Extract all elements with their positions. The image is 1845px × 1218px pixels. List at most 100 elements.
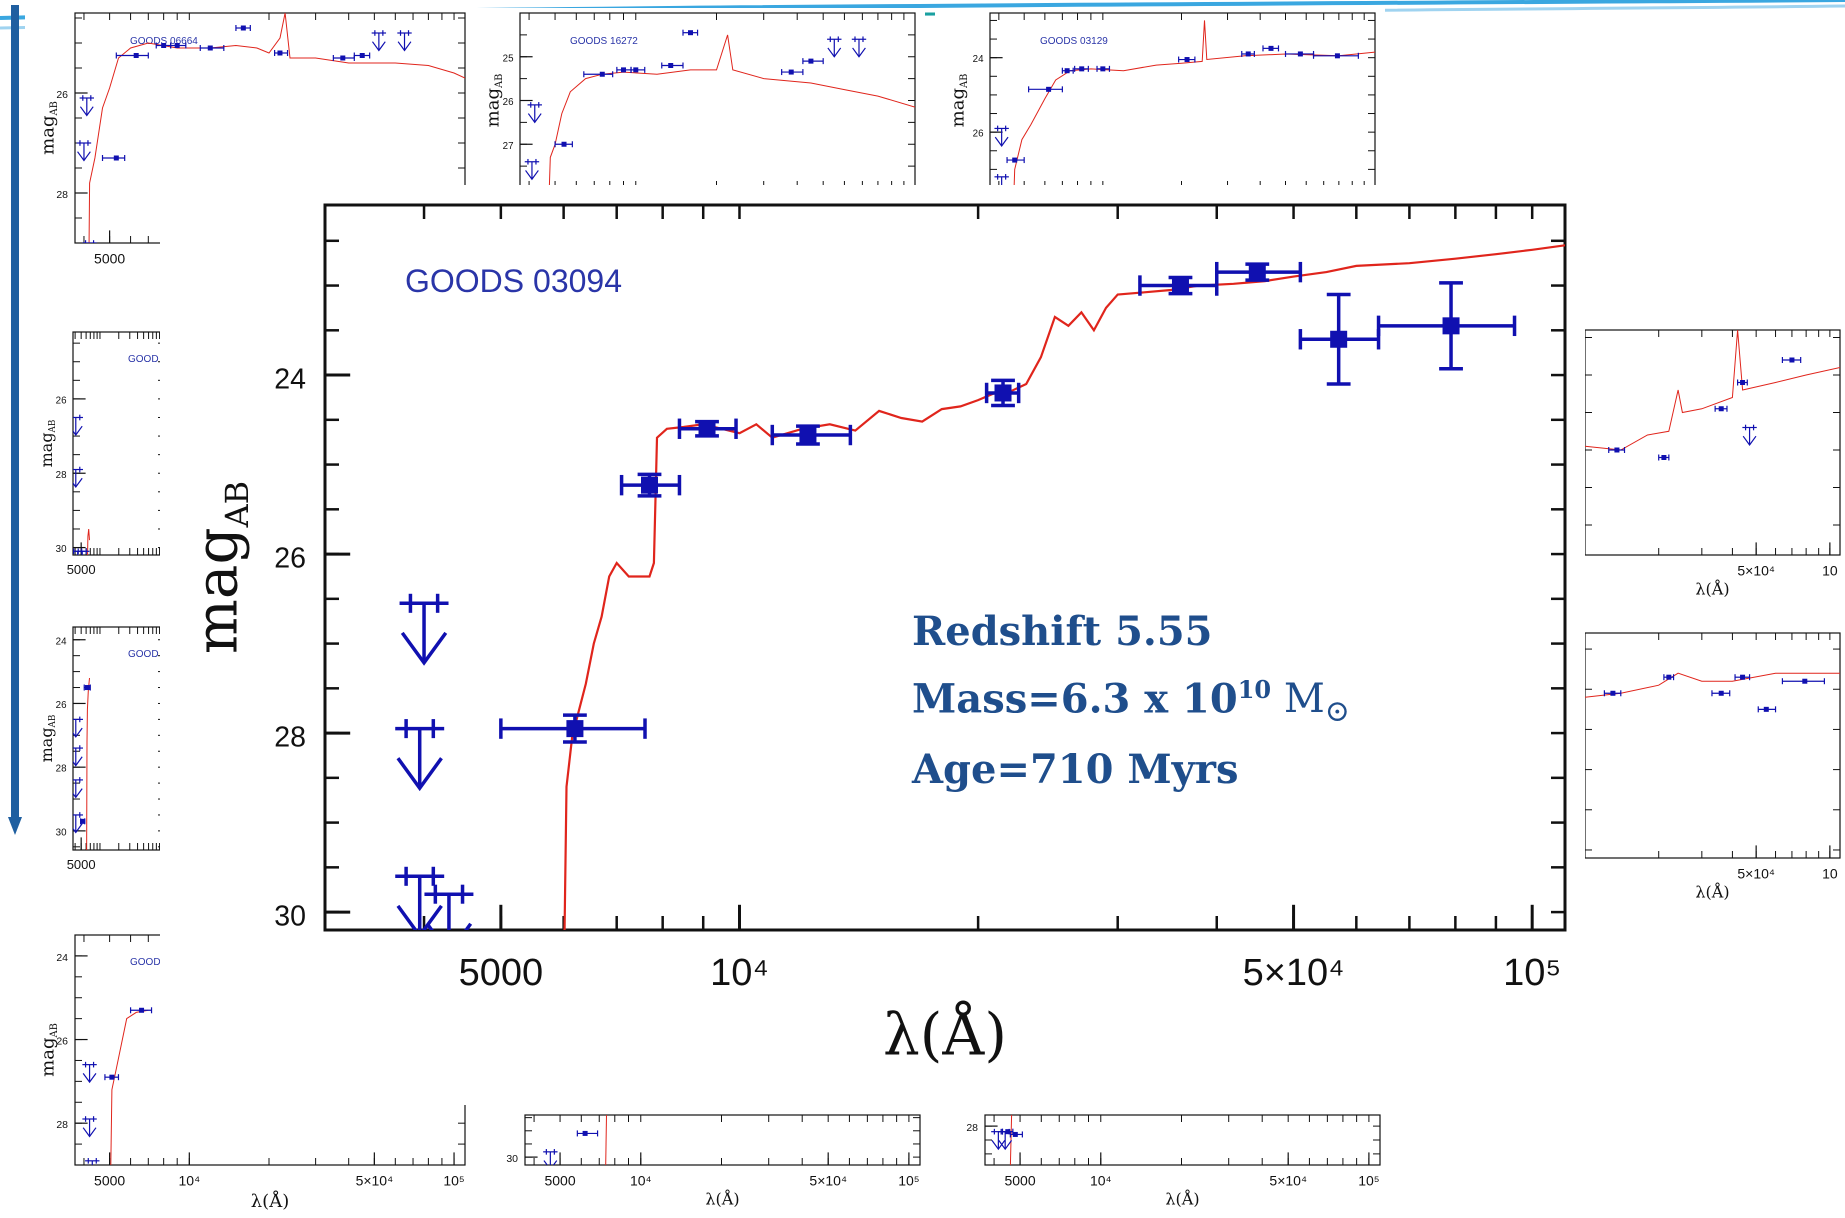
- upper-limit-arrow: [82, 1116, 97, 1138]
- plot-area: [543, 1115, 607, 1165]
- data-point: [1138, 275, 1219, 296]
- progress-arrow: [8, 5, 22, 835]
- data-marker: [1740, 674, 1746, 680]
- data-point: [682, 29, 699, 36]
- sed-panel-mid-left-1: 5000 26 28 30 magAB GOOD: [25, 322, 165, 584]
- y-tick-label: 28: [56, 1119, 68, 1131]
- data-point: [101, 155, 126, 161]
- data-marker: [1100, 66, 1106, 72]
- x-tick-label: 10⁴: [710, 952, 769, 994]
- y-tick-label: 28: [966, 1122, 978, 1134]
- y-axis-label-sub: AB: [48, 420, 58, 434]
- plot-area: [76, 13, 465, 243]
- limit-arrowhead: [396, 757, 443, 792]
- plot-area: [73, 414, 90, 555]
- upper-limit-arrow: [75, 548, 90, 555]
- y-tick-label: 27: [503, 141, 514, 152]
- limit-arrowhead: [400, 631, 448, 666]
- data-point: [274, 50, 289, 56]
- x-tick-label: 5000: [1004, 1172, 1035, 1188]
- y-tick-label: 24: [56, 636, 67, 647]
- plot-area: [395, 244, 1565, 930]
- upper-limit-arrow: [994, 125, 1009, 147]
- data-marker: [561, 141, 567, 147]
- data-point: [1781, 357, 1802, 363]
- data-marker: [788, 69, 794, 75]
- data-point: [1006, 157, 1025, 164]
- chart-title: GOOD: [128, 354, 159, 365]
- data-marker: [1248, 263, 1266, 281]
- upper-limit-arrow: [73, 466, 83, 489]
- main-sed-chart: 5000 10⁴ 5×10⁴ 10⁵ 24 26 28 30 λ(Å) magAB GOODS 03…: [160, 185, 1585, 1105]
- plot-frame: [524, 1114, 921, 1166]
- upper-limit-arrow: [73, 812, 83, 834]
- plot-frame: [323, 203, 1567, 932]
- limit-arrowhead: [371, 41, 386, 52]
- data-point: [80, 818, 86, 825]
- data-point: [129, 1007, 153, 1014]
- data-point: [583, 71, 614, 78]
- data-point: [83, 684, 91, 691]
- y-axis-label-sub: AB: [48, 715, 58, 729]
- y-axis-label: magAB: [37, 101, 60, 155]
- limit-arrowhead: [73, 823, 83, 834]
- x-axis-label: λ(Å): [1695, 882, 1729, 902]
- x-tick-label: 10⁵: [1358, 1172, 1379, 1188]
- x-tick-label: 10⁴: [179, 1172, 201, 1188]
- upper-limit-arrow: [73, 414, 83, 437]
- data-marker: [698, 420, 716, 438]
- x-tick-label: 5000: [544, 1172, 575, 1188]
- data-point: [576, 1130, 599, 1137]
- x-tick-label: 5000: [67, 857, 96, 872]
- data-marker: [994, 384, 1012, 402]
- x-tick-label: 10⁴: [1090, 1172, 1112, 1188]
- limit-arrowhead: [82, 1127, 97, 1138]
- y-tick-label: 26: [56, 89, 68, 101]
- data-point: [1781, 678, 1826, 685]
- data-marker: [1079, 66, 1085, 72]
- plot-frame: [72, 331, 165, 556]
- model-spectrum-line: [1585, 672, 1840, 698]
- data-point: [1376, 281, 1517, 371]
- upper-limit-arrow: [395, 866, 445, 930]
- data-marker: [1297, 51, 1303, 57]
- limit-arrowhead: [73, 727, 83, 738]
- y-tick-label: 30: [56, 827, 67, 838]
- x-tick-label: 5×10⁴: [809, 1172, 847, 1188]
- data-point: [661, 62, 684, 69]
- model-spectrum-line: [86, 677, 90, 850]
- chart-title: GOODS 03094: [405, 263, 622, 299]
- data-point: [1312, 52, 1359, 59]
- y-axis-label: magAB: [37, 715, 58, 763]
- data-marker: [1610, 690, 1616, 696]
- y-tick-label: 24: [56, 952, 68, 964]
- data-marker: [1268, 45, 1274, 51]
- x-tick-label: 5000: [94, 1172, 125, 1188]
- y-tick-label: 25: [503, 53, 514, 64]
- plot-area: [73, 677, 91, 850]
- x-tick-label: 5000: [459, 952, 544, 994]
- upper-limit-arrow: [827, 36, 842, 58]
- data-marker: [207, 45, 213, 51]
- model-spectrum-line: [88, 13, 465, 243]
- upper-limit-arrow: [851, 36, 867, 58]
- x-tick-label: 5000: [67, 562, 96, 577]
- data-marker: [1740, 380, 1746, 385]
- plot-area: [994, 20, 1375, 188]
- upper-limit-arrow: [527, 102, 542, 124]
- data-marker: [84, 685, 90, 691]
- x-tick-label: 5×10⁴: [1737, 865, 1775, 881]
- limit-arrowhead: [397, 41, 412, 52]
- y-axis-label: magAB: [37, 420, 58, 468]
- data-marker: [109, 1074, 115, 1080]
- x-tick-label: 10⁵: [1503, 952, 1561, 994]
- mass-unit-symbol: M: [1283, 676, 1325, 723]
- age-label: Age=710 Myrs: [912, 746, 1239, 794]
- data-marker: [113, 155, 119, 161]
- y-tick-label: 28: [56, 470, 67, 481]
- sed-panel-goods-16272: 25 26 27 magAB GOODS 16272: [470, 8, 925, 188]
- model-spectrum-line: [1009, 1115, 1013, 1165]
- data-point: [781, 69, 804, 76]
- data-marker: [139, 1007, 145, 1013]
- data-marker: [340, 55, 346, 61]
